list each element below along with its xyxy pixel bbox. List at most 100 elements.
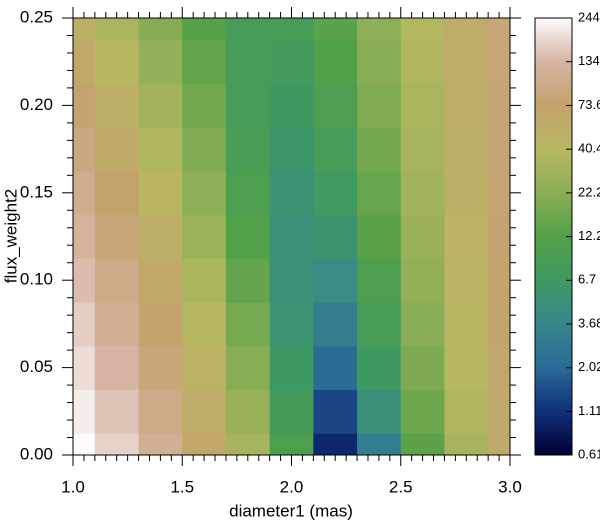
heat-cell — [400, 127, 445, 172]
y-tick-label: 0.00 — [20, 444, 53, 463]
colorbar-tick-label: 1.11 — [578, 403, 600, 418]
heat-cell — [400, 170, 445, 216]
x-tick-label: 2.0 — [280, 477, 304, 496]
heat-cell — [182, 345, 227, 390]
heat-cell — [313, 170, 358, 216]
colorbar-tick-label: 12.2 — [578, 228, 600, 243]
heat-cell — [400, 18, 445, 41]
heat-cell — [313, 127, 358, 172]
heat-cell — [73, 258, 96, 303]
heat-cell — [313, 302, 358, 347]
heat-cell — [313, 39, 358, 85]
heat-cell — [225, 433, 271, 455]
heat-cell — [357, 433, 402, 455]
heat-cell — [225, 18, 271, 41]
heat-cell — [357, 389, 402, 434]
heat-cell — [182, 258, 227, 303]
heat-cell — [73, 214, 96, 259]
heat-cell — [94, 127, 140, 172]
heat-cell — [313, 214, 358, 259]
heat-cell — [313, 18, 358, 41]
heat-cell — [94, 258, 140, 303]
heat-cell — [138, 127, 183, 172]
heat-cell — [73, 433, 96, 455]
heat-cell — [269, 83, 314, 128]
heat-cell — [225, 83, 271, 128]
colorbar-tick-label: 3.68 — [578, 315, 600, 330]
heat-cell — [269, 127, 314, 172]
colorbar-tick-label: 73.6 — [578, 97, 600, 112]
heat-cell — [400, 39, 445, 85]
heatmap — [73, 18, 510, 455]
heat-cell — [73, 127, 96, 172]
heat-cell — [269, 39, 314, 85]
heat-cell — [400, 258, 445, 303]
x-tick-label: 1.0 — [61, 477, 85, 496]
colorbar-tick-label: 6.7 — [578, 272, 596, 287]
colorbar-tick-label: 0.611 — [578, 446, 600, 461]
heat-cell — [444, 83, 489, 128]
heat-cell — [488, 214, 510, 259]
heat-cell — [357, 214, 402, 259]
heat-cell — [138, 258, 183, 303]
heat-cell — [182, 18, 227, 41]
heat-cell — [138, 18, 183, 41]
colorbar — [534, 17, 573, 456]
heat-cell — [488, 302, 510, 347]
colorbar-tick-label: 2.02 — [578, 359, 600, 374]
heat-cell — [357, 258, 402, 303]
x-tick-label: 3.0 — [498, 477, 522, 496]
heat-cell — [357, 83, 402, 128]
heat-cell — [94, 214, 140, 259]
heat-cell — [73, 345, 96, 390]
heat-cell — [94, 302, 140, 347]
heat-cell — [357, 18, 402, 41]
heat-cell — [313, 345, 358, 390]
heat-cell — [225, 127, 271, 172]
heat-cell — [444, 345, 489, 390]
heat-cell — [94, 389, 140, 434]
heat-cell — [488, 18, 510, 41]
heat-cell — [94, 83, 140, 128]
colorbar-tick-label: 244 — [578, 9, 600, 24]
heat-cell — [269, 258, 314, 303]
heat-cell — [444, 18, 489, 41]
heat-cell — [73, 389, 96, 434]
heat-cell — [400, 389, 445, 434]
heat-cell — [357, 39, 402, 85]
heat-cell — [313, 389, 358, 434]
y-tick-label: 0.20 — [20, 95, 53, 114]
heat-cell — [357, 127, 402, 172]
heat-cell — [73, 302, 96, 347]
heat-cell — [182, 83, 227, 128]
heat-cell — [182, 127, 227, 172]
heat-cell — [269, 433, 314, 455]
heat-cell — [488, 127, 510, 172]
colorbar-tick-label: 22.2 — [578, 184, 600, 199]
heat-cell — [488, 345, 510, 390]
heat-cell — [94, 433, 140, 455]
heat-cell — [488, 39, 510, 85]
y-tick-label: 0.10 — [20, 270, 53, 289]
heat-cell — [444, 433, 489, 455]
heat-cell — [182, 39, 227, 85]
heat-cell — [444, 39, 489, 85]
heat-cell — [182, 302, 227, 347]
heat-cell — [225, 39, 271, 85]
x-axis-label: diameter1 (mas) — [229, 501, 353, 520]
heat-cell — [269, 389, 314, 434]
heat-cell — [182, 389, 227, 434]
y-tick-label: 0.25 — [20, 7, 53, 26]
heat-cell — [225, 170, 271, 216]
heat-cell — [94, 170, 140, 216]
heat-cell — [269, 170, 314, 216]
heat-cell — [73, 170, 96, 216]
heat-cell — [225, 258, 271, 303]
heat-cell — [225, 302, 271, 347]
heat-cell — [73, 18, 96, 41]
heat-cell — [400, 302, 445, 347]
heat-cell — [269, 214, 314, 259]
heat-cell — [488, 83, 510, 128]
heat-cell — [488, 433, 510, 455]
heat-cell — [138, 302, 183, 347]
